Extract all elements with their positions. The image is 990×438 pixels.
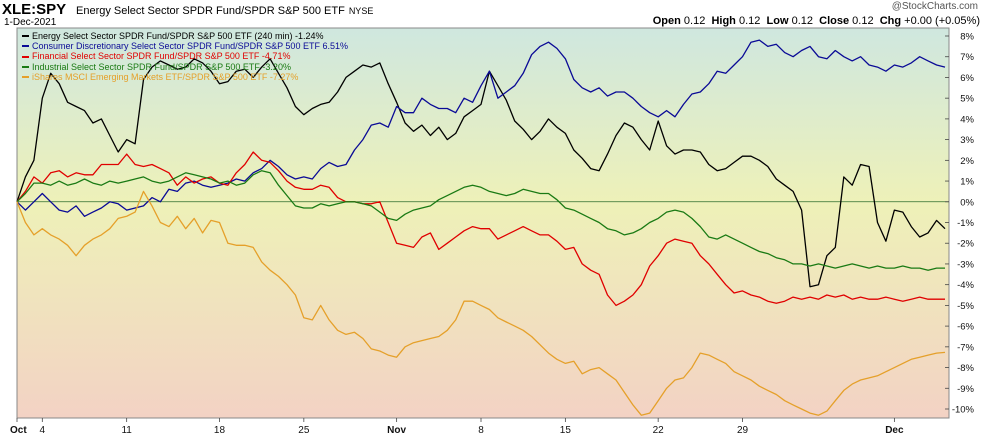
chart-full-name: Energy Select Sector SPDR Fund/SPDR S&P … bbox=[76, 5, 373, 17]
y-tick-label: -8% bbox=[957, 363, 974, 374]
legend-swatch bbox=[22, 55, 29, 58]
high-label: High bbox=[711, 15, 736, 27]
legend-swatch bbox=[22, 35, 29, 38]
series-line-3 bbox=[16, 170, 945, 271]
legend-item: Financial Select Sector SPDR Fund/SPDR S… bbox=[22, 51, 348, 61]
watermark: @StockCharts.com bbox=[891, 1, 978, 12]
y-tick-label: 6% bbox=[960, 73, 974, 84]
y-tick-label: 5% bbox=[960, 94, 974, 105]
ohlc-readout: Open 0.12 High 0.12 Low 0.12 Close 0.12 … bbox=[653, 15, 980, 27]
x-tick-label: Nov bbox=[387, 425, 406, 436]
y-tick-label: 3% bbox=[960, 135, 974, 146]
low-value: 0.12 bbox=[791, 15, 813, 27]
series-line-1 bbox=[16, 39, 946, 217]
chg-label: Chg bbox=[879, 15, 902, 27]
chart-date: 1-Dec-2021 bbox=[4, 17, 57, 28]
legend-swatch bbox=[22, 45, 29, 48]
low-label: Low bbox=[766, 15, 789, 27]
y-tick-label: -2% bbox=[957, 239, 974, 250]
series-line-2 bbox=[16, 151, 945, 307]
legend-label: Energy Select Sector SPDR Fund/SPDR S&P … bbox=[32, 31, 324, 41]
y-tick-label: -6% bbox=[957, 322, 974, 333]
y-tick-label: -3% bbox=[957, 259, 974, 270]
chart-symbol: XLE:SPY bbox=[2, 1, 67, 18]
open-label: Open bbox=[652, 15, 681, 27]
legend-swatch bbox=[22, 75, 29, 78]
x-tick-label: 25 bbox=[298, 425, 310, 436]
y-tick-label: 0% bbox=[960, 197, 974, 208]
legend-label: Industrial Select Sector SPDR Fund/SPDR … bbox=[32, 61, 291, 72]
chart-legend: Energy Select Sector SPDR Fund/SPDR S&P … bbox=[22, 31, 348, 82]
legend-item: Industrial Select Sector SPDR Fund/SPDR … bbox=[22, 62, 348, 72]
x-tick-label: Dec bbox=[885, 425, 904, 436]
y-tick-label: 1% bbox=[960, 177, 974, 188]
y-tick-label: -5% bbox=[957, 301, 974, 312]
close-value: 0.12 bbox=[852, 15, 874, 27]
close-label: Close bbox=[819, 15, 850, 27]
y-tick-label: 7% bbox=[960, 52, 974, 63]
series-line-4 bbox=[16, 190, 946, 416]
legend-label: iShares MSCI Emerging Markets ETF/SPDR S… bbox=[32, 71, 299, 82]
y-tick-label: -9% bbox=[957, 384, 974, 395]
legend-item: Energy Select Sector SPDR Fund/SPDR S&P … bbox=[22, 31, 348, 41]
x-tick-label: 11 bbox=[121, 425, 132, 436]
y-tick-label: 2% bbox=[960, 156, 974, 167]
legend-item: iShares MSCI Emerging Markets ETF/SPDR S… bbox=[22, 72, 348, 82]
series-line-0 bbox=[16, 58, 946, 288]
y-tick-label: -4% bbox=[957, 280, 974, 291]
x-tick-label: 15 bbox=[560, 425, 572, 436]
x-tick-label: Oct bbox=[10, 425, 27, 436]
plot-area bbox=[16, 27, 950, 419]
chg-value: +0.00 (+0.05%) bbox=[904, 15, 980, 27]
x-tick-label: 4 bbox=[40, 425, 46, 436]
x-tick-label: 18 bbox=[214, 425, 226, 436]
x-tick-label: 8 bbox=[478, 425, 484, 436]
open-value: 0.12 bbox=[683, 15, 706, 27]
legend-swatch bbox=[22, 65, 29, 68]
y-tick-label: -7% bbox=[957, 342, 974, 353]
legend-label: Consumer Discretionary Select Sector SPD… bbox=[32, 41, 348, 52]
x-tick-label: 29 bbox=[737, 425, 749, 436]
y-tick-label: -1% bbox=[957, 218, 974, 229]
y-tick-label: 4% bbox=[960, 114, 974, 125]
exchange-label: NYSE bbox=[348, 6, 374, 16]
x-tick-label: 22 bbox=[653, 425, 665, 436]
y-tick-label: -10% bbox=[952, 405, 975, 416]
full-name-text: Energy Select Sector SPDR Fund/SPDR S&P … bbox=[76, 5, 345, 17]
y-tick-label: 8% bbox=[960, 32, 974, 43]
legend-item: Consumer Discretionary Select Sector SPD… bbox=[22, 41, 348, 51]
high-value: 0.12 bbox=[738, 15, 761, 27]
legend-label: Financial Select Sector SPDR Fund/SPDR S… bbox=[32, 51, 291, 62]
